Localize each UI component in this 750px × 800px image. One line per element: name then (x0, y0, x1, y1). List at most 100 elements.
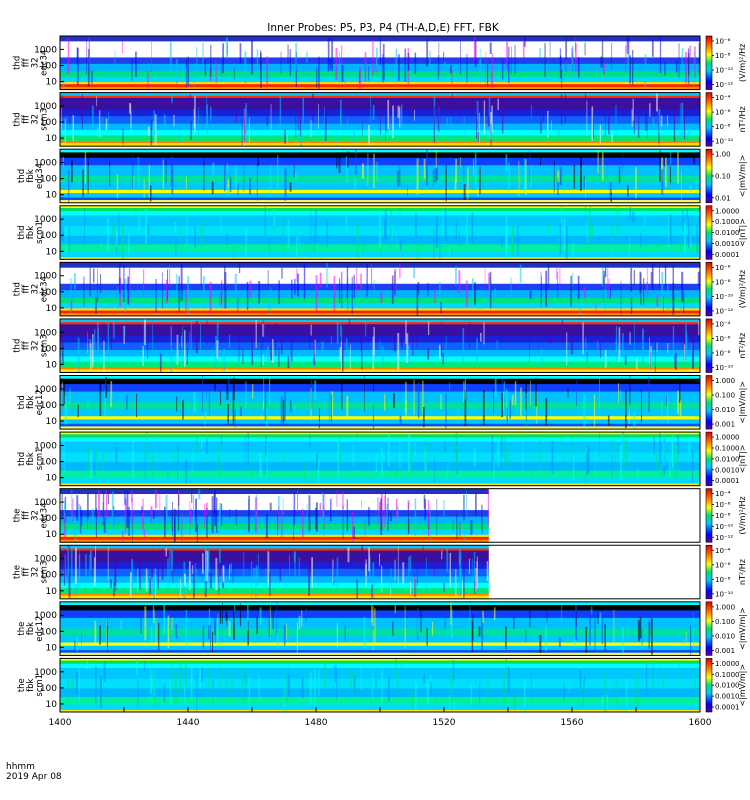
panel-12-colorbar (705, 658, 713, 713)
panel-9-cbar-tick-5: 10⁻¹² (715, 534, 733, 542)
panel-1-band-5 (60, 71, 700, 78)
panel-7-band-8 (60, 419, 700, 425)
panel-6-ytick-10: 10 (46, 360, 58, 370)
panel-8-ytick-10: 10 (46, 474, 58, 484)
panel-8-frame (59, 431, 701, 487)
panel-6-colorbar (705, 318, 713, 373)
panel-8-colorbar (705, 431, 713, 486)
x-tick-1400: 1400 (49, 718, 72, 728)
panel-12-ytick-1000: 1000 (34, 668, 57, 678)
panel-11-band-7 (60, 642, 700, 647)
panel-9-ytick-1000: 1000 (34, 498, 57, 508)
panel-3-band-3 (60, 157, 700, 166)
panel-4-frame (59, 205, 701, 260)
panel-6-band-4 (60, 336, 700, 343)
panel-6-band-2 (60, 322, 700, 325)
panel-7-band-6 (60, 408, 700, 417)
panel-11-ytick-1000: 1000 (34, 611, 57, 621)
panel-8-cbar-tick-4: 0.0010 (715, 466, 740, 474)
panel-11-colorbar (705, 601, 713, 656)
panel-10-cbar-tick-2: 10⁻⁶ (715, 561, 731, 569)
panel-2-band-7 (60, 130, 700, 136)
panel-9-band-3 (60, 510, 489, 518)
panel-11-band-5 (60, 628, 700, 636)
panel-2-cbar-tick-3: 10⁻⁸ (715, 123, 731, 131)
panel-7-band-2 (60, 378, 700, 385)
panel-5-ytick-1000: 1000 (34, 272, 57, 282)
panel-11-band-9 (60, 650, 700, 654)
panel-3-ytick-100: 100 (40, 175, 57, 185)
panel-11-ytick-10: 10 (46, 643, 58, 653)
panels-group: 1000 100 10 thdfff32edc34 10⁻⁶ 10⁻⁸ 10⁻¹⁰ 10⁻¹²… (13, 35, 747, 713)
panel-2-cbar-tick-2: 10⁻⁶ (715, 109, 731, 117)
panel-11-cbar-tick-4: 0.001 (715, 647, 735, 655)
panel-1: 1000 100 10 thdfff32edc34 10⁻⁶ 10⁻⁸ 10⁻¹⁰ 10⁻¹²… (13, 35, 747, 91)
panel-1-cbar-tick-3: 10⁻¹⁰ (715, 67, 733, 75)
panel-12-band-6 (60, 688, 700, 698)
panel-12-cbar-tick-1: 1.0000 (715, 660, 740, 668)
panel-8-cbar-tick-2: 0.1000 (715, 444, 740, 452)
panel-12-cbar-tick-4: 0.0010 (715, 693, 740, 701)
panel-1-band-4 (60, 63, 700, 72)
panel-6-band-9 (60, 367, 700, 370)
chart-title: Inner Probes: P5, P3, P4 (TH-A,D,E) FFT,… (267, 22, 500, 34)
panel-2-frame (59, 92, 701, 147)
panel-11-band-2 (60, 605, 700, 611)
panel-8-ytick-100: 100 (40, 458, 57, 468)
panel-12-band-5 (60, 678, 700, 689)
panel-5-cbar-tick-1: 10⁻⁶ (715, 264, 731, 272)
panel-6-ytick-1000: 1000 (34, 328, 57, 338)
panel-4-ytick-100: 100 (40, 231, 57, 241)
panel-6-band-7 (60, 356, 700, 363)
panel-4-texture (60, 205, 698, 260)
panel-9-ylabel: thefff32edc34 (13, 502, 50, 528)
panel-7-ytick-100: 100 (40, 401, 57, 411)
panel-11-band-1 (60, 601, 700, 606)
panel-2-band-9 (60, 140, 700, 144)
panel-3-band-8 (60, 193, 700, 198)
panel-9-band-5 (60, 524, 489, 530)
panel-12-ylabel: thefbkscm1 (17, 674, 45, 697)
panel-7-cbar-tick-1: 1.000 (715, 377, 735, 385)
panel-12-cbar-label: <|mV/m|> (738, 664, 747, 707)
panel-7-frame (59, 375, 701, 430)
panel-10-cbar-tick-3: 10⁻⁸ (715, 576, 731, 584)
panel-8-band-1 (60, 432, 700, 435)
panel-6-texture (61, 318, 700, 373)
panel-7-cbar-label: <|mV/m|> (738, 381, 747, 424)
panel-7-band-3 (60, 384, 700, 393)
panel-6-cbar-tick-3: 10⁻⁸ (715, 349, 731, 357)
panel-7-band-10 (60, 426, 700, 430)
panel-4-band-9 (60, 257, 700, 260)
panel-3-band-7 (60, 189, 700, 194)
panel-12-cbar-tick-3: 0.0100 (715, 682, 740, 690)
panel-8-cbar-label: <|nT|> (738, 444, 747, 473)
panel-10-band-1 (60, 545, 489, 549)
panel-3-cbar-tick-1: 1.00 (715, 151, 731, 159)
panel-11-cbar-label: <|mV/m|> (738, 607, 747, 650)
panel-8-cbar-tick-1: 1.0000 (715, 434, 740, 442)
panel-6-cbar-tick-1: 10⁻⁴ (715, 320, 731, 328)
panel-9-colorbar (705, 488, 713, 543)
x-tick-1600: 1600 (689, 718, 712, 728)
panel-2-band-1 (60, 92, 700, 97)
panel-8-band-8 (60, 478, 700, 485)
panel-1-cbar-tick-2: 10⁻⁸ (715, 52, 731, 60)
x-tick-1520: 1520 (433, 718, 456, 728)
panel-9-frame (59, 488, 701, 543)
panel-10-band-6 (60, 576, 489, 584)
panel-9-band-6 (60, 529, 489, 536)
panel-4-band-2 (60, 207, 700, 212)
panel-8-band-6 (60, 462, 700, 472)
panel-7-band-5 (60, 402, 700, 410)
panel-3-ytick-10: 10 (46, 191, 58, 201)
panel-8-band-5 (60, 452, 700, 463)
panel-5-colorbar (705, 262, 713, 317)
panel-8-band-3 (60, 437, 700, 443)
panel-6-ytick-100: 100 (40, 344, 57, 354)
panel-2-ytick-10: 10 (46, 134, 58, 144)
panel-12-texture (67, 658, 696, 712)
panel-5-ylabel: thdfff32edc34 (13, 276, 50, 302)
